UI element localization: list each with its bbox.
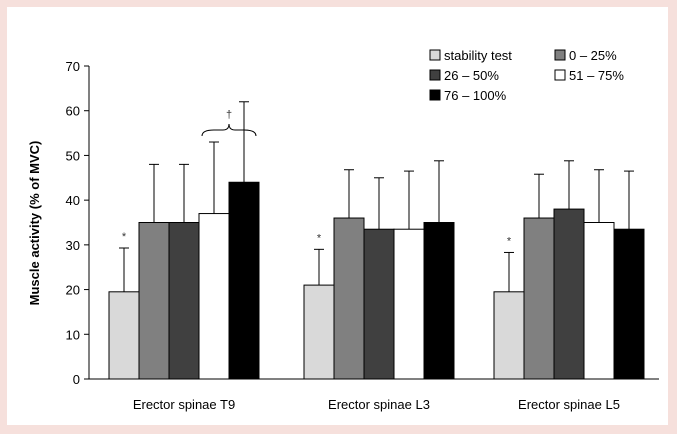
y-tick-label: 40 xyxy=(66,193,80,208)
bar xyxy=(553,208,585,380)
legend-swatch xyxy=(429,69,441,81)
bar xyxy=(138,222,170,380)
legend-label: 0 – 25% xyxy=(569,48,617,63)
bar xyxy=(583,222,615,380)
significance-brace xyxy=(201,123,257,137)
significance-star: * xyxy=(317,232,322,244)
significance-star: * xyxy=(507,235,512,247)
bar xyxy=(393,228,425,380)
bar xyxy=(303,284,335,380)
y-tick-label: 50 xyxy=(66,148,80,163)
axes-group: 0 10 20 30 40 50 60 70 Erector spinae T9 Erector … xyxy=(66,59,659,412)
y-tick-label: 30 xyxy=(66,238,80,253)
y-tick-label: 0 xyxy=(73,372,80,387)
error-bars-group xyxy=(119,101,634,292)
significance-star: * xyxy=(122,231,127,243)
y-tick-label: 20 xyxy=(66,283,80,298)
bar xyxy=(108,291,140,380)
legend: stability test 0 – 25% 26 – 50% 51 – 75% 76 … xyxy=(429,48,624,103)
significance-dagger: † xyxy=(226,109,232,121)
y-axis-title: Muscle activity (% of MVC) xyxy=(27,141,42,306)
chart-frame: 0 10 20 30 40 50 60 70 Erector spinae T9 Erector … xyxy=(7,7,668,425)
bar xyxy=(228,181,260,380)
bar xyxy=(363,228,395,380)
y-tick-label: 10 xyxy=(66,327,80,342)
bar xyxy=(613,228,645,380)
bar xyxy=(333,217,365,380)
legend-swatch xyxy=(554,69,566,81)
legend-swatch xyxy=(429,89,441,101)
legend-label: 76 – 100% xyxy=(444,88,507,103)
legend-label: 51 – 75% xyxy=(569,68,624,83)
bar xyxy=(168,222,200,380)
category-label: Erector spinae L5 xyxy=(518,397,620,412)
y-tick-label: 70 xyxy=(66,59,80,74)
legend-label: stability test xyxy=(444,48,512,63)
legend-swatch xyxy=(429,49,441,61)
bar xyxy=(523,217,555,380)
category-label: Erector spinae T9 xyxy=(133,397,235,412)
category-label: Erector spinae L3 xyxy=(328,397,430,412)
y-tick-label: 60 xyxy=(66,104,80,119)
bars-group xyxy=(108,181,645,380)
legend-label: 26 – 50% xyxy=(444,68,499,83)
bar xyxy=(198,213,230,380)
bar-chart: 0 10 20 30 40 50 60 70 Erector spinae T9 Erector … xyxy=(27,48,659,412)
legend-swatch xyxy=(554,49,566,61)
bar xyxy=(423,222,455,380)
bar xyxy=(493,291,525,380)
